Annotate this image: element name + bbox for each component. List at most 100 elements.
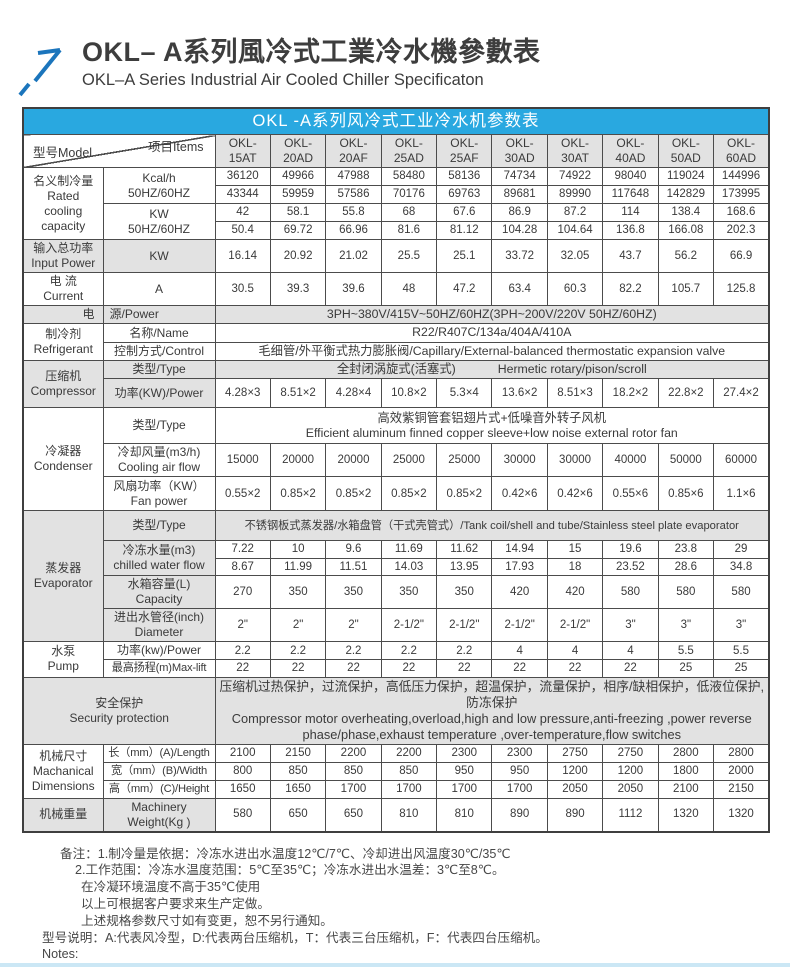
value-refrigerant-name: R22/R407C/134a/404A/410A [214,323,770,343]
value-cell: 1650 [269,779,327,799]
value-cell: 43344 [214,185,271,204]
value-cell: 2-1/2" [436,608,493,643]
value-cell: 3" [657,608,715,643]
row-refrigerant-name: 制冷剂 Refrigerant 名称/Name R22/R407C/134a/4… [22,323,770,362]
value-cell: 1700 [325,779,382,799]
compressor-type-zh: 全封闭涡旋式(活塞式) [336,362,456,377]
value-cell: 87.2 [546,203,604,222]
row-compressor-type: 压缩机 Compressor 类型/Type 全封闭涡旋式(活塞式) Hermet… [22,360,770,409]
value-cell: 1700 [491,779,548,799]
value-cell: 50000 [657,443,715,478]
row-pump-power: 水泵 Pump 功率(kw)/Power 2.2 2.2 2.2 2.2 2.2 4 4 4 5… [22,641,770,678]
value-cell: 58480 [380,167,438,186]
value-cell: 2.2 [325,641,382,661]
value-cell: 3" [713,608,770,643]
condenser-type-zh: 高效紫铜管套铝翅片式+低噪音外转子风机 [377,410,607,425]
item-chilled-water: 冷冻水量(m3) chilled water flow [102,540,216,577]
value-cell: 350 [380,575,438,610]
value-cell: 142829 [657,185,715,204]
value-cell: 86.9 [491,203,548,222]
value-cell: 1700 [380,779,438,799]
value-cell: 10.8×2 [380,378,438,409]
row-kcal-60hz: 43344 59959 57586 70176 69763 89681 89990 11764… [23,185,770,204]
value-cell: 2750 [546,743,604,763]
value-cell: 16.14 [214,239,271,273]
note-line-2: 2.工作范围：冷冻水温度范围：5℃至35℃；冷冻水进出水温差：3℃至8℃。 [75,863,505,878]
value-cell: 15 [546,540,604,559]
value-cell: 81.6 [380,221,438,240]
note-line-7: Notes: [42,947,79,962]
group-security: 安全保护 Security protection [22,676,216,745]
value-cell: 14.03 [380,557,438,577]
page-title-en: OKL–A Series Industrial Air Cooled Chill… [82,71,484,89]
value-cell: 33.72 [491,239,548,273]
value-cell: 202.3 [713,221,770,240]
value-cell: 89681 [491,185,548,204]
value-cell: 4 [491,641,548,661]
value-cell: 36120 [214,167,271,186]
row-weight: 机械重量 Machinery Weight(Kg ) 580 650 650 810 8… [22,797,770,833]
value-cell: 810 [380,797,438,833]
value-cell: 68 [380,203,438,222]
value-cell: 66.9 [713,239,770,273]
value-cell: 8.51×3 [546,378,604,409]
value-cell: 580 [657,575,715,610]
value-cell: 25 [713,659,770,678]
value-cell: 17.93 [491,557,548,577]
model-header-cell: OKL- 50AD [657,134,715,168]
value-cell: 14.94 [491,540,548,559]
value-cell: 4 [602,641,659,661]
corner-cell: 型号Model 项目Items [22,134,216,168]
value-cell: 1200 [546,761,604,781]
value-cell: 8.67 [214,557,271,577]
value-cell: 117648 [602,185,659,204]
value-cell: 1800 [657,761,715,781]
value-cell: 22 [269,659,327,678]
model-header-cell: OKL- 30AD [491,134,548,168]
value-refrigerant-control: 毛细管/外平衡式热力膨胀阀/Capillary/External-balance… [214,341,770,362]
spec-table: OKL -A系列风冷式工业冷水机参数表 型号Model 项目Items OKL-… [22,107,771,833]
value-cell: 2100 [214,743,271,763]
item-refrigerant-name: 名称/Name [102,323,216,343]
value-cell: 25.1 [436,239,493,273]
value-cell: 27.4×2 [713,378,770,409]
value-cell: 4.28×4 [325,378,382,409]
item-evaporator-type: 类型/Type [102,510,216,542]
value-cell: 30000 [546,443,604,478]
value-cell: 2.2 [436,641,493,661]
row-evaporator-type: 蒸发器 Evaporator 类型/Type 不锈钢板式蒸发器/水箱盘管（干式壳… [22,510,770,643]
row-pump-lift: 最高扬程(m)Max-lift 22 22 22 22 22 22 22 22 25 25 [23,659,770,678]
value-cell: 2750 [602,743,659,763]
value-cell: 2300 [436,743,493,763]
row-refrigerant-control: 控制方式/Control 毛细管/外平衡式热力膨胀阀/Capillary/Ext… [23,341,770,362]
value-cell: 22 [546,659,604,678]
value-cell: 0.42×6 [491,476,548,512]
value-cell: 58.1 [269,203,327,222]
value-cell: 8.51×2 [269,378,327,409]
value-cell: 2000 [713,761,770,781]
item-kcal: Kcal/h 50HZ/60HZ [102,167,216,204]
value-cell: 39.6 [325,272,382,306]
row-current: 电 流 Current A 30.5 39.3 39.6 48 47.2 63.4 60.3… [22,272,770,306]
value-cell: 28.6 [657,557,715,577]
group-current: 电 流 Current [22,272,104,306]
value-cell: 0.85×2 [269,476,327,512]
value-cell: 4 [546,641,604,661]
row-pipe-diameter: 进出水管径(inch) Diameter 2" 2" 2" 2-1/2" 2-1/2" 2… [23,608,770,643]
value-cell: 49966 [269,167,327,186]
value-cell: 138.4 [657,203,715,222]
value-cell: 22.8×2 [657,378,715,409]
value-cell: 580 [214,797,271,833]
value-cell: 2.2 [380,641,438,661]
row-water-60hz: 8.67 11.99 11.51 14.03 13.95 17.93 18 23.52 28.6… [23,557,770,577]
value-cell: 0.85×6 [657,476,715,512]
value-cell: 22 [436,659,493,678]
item-pump-lift: 最高扬程(m)Max-lift [102,659,216,678]
value-cell: 420 [491,575,548,610]
value-cell: 57586 [325,185,382,204]
value-cell: 144996 [713,167,770,186]
value-cell: 420 [546,575,604,610]
value-cell: 29 [713,540,770,559]
value-cell: 0.85×2 [380,476,438,512]
row-power-supply: 电 源/Power 3PH~380V/415V~50HZ/60HZ(3PH~20… [22,304,770,325]
